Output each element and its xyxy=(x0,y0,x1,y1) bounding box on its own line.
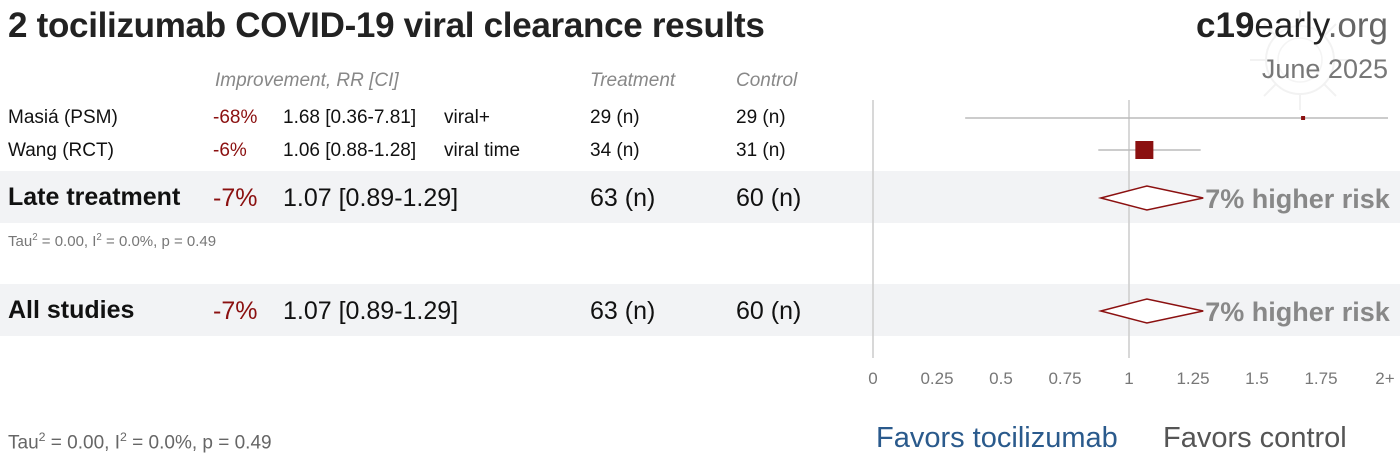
study-improvement: -6% xyxy=(213,140,247,161)
total-control-n: 60 (n) xyxy=(736,297,802,325)
study-outcome: viral+ xyxy=(444,107,490,128)
study-rr-ci: 1.06 [0.88-1.28] xyxy=(283,140,417,161)
x-tick-label: 1 xyxy=(1124,369,1133,388)
date-label: June 2025 xyxy=(1261,54,1388,84)
study-estimate-square xyxy=(1301,116,1306,120)
risk-label: 7% higher risk xyxy=(1205,184,1391,214)
x-tick-label: 0.5 xyxy=(989,369,1013,388)
total-heterogeneity-stats: Tau2 = 0.00, I2 = 0.0%, p = 0.49 xyxy=(8,430,272,454)
pooled-estimate-diamond xyxy=(1097,185,1204,211)
study-name: Masiá (PSM) xyxy=(8,107,118,128)
study-treatment-n: 34 (n) xyxy=(590,140,640,161)
x-tick-label: 0.25 xyxy=(920,369,953,388)
x-tick-label: 1.5 xyxy=(1245,369,1269,388)
risk-label: 7% higher risk xyxy=(1205,297,1391,327)
x-tick-label: 1.25 xyxy=(1176,369,1209,388)
study-outcome: viral time xyxy=(444,140,521,161)
total-treatment-n: 63 (n) xyxy=(590,297,656,325)
header-control: Control xyxy=(736,70,798,91)
favors-treatment-label: Favors tocilizumab xyxy=(876,422,1118,454)
brand-bold: c19 xyxy=(1196,6,1255,45)
subtotal-treatment-n: 63 (n) xyxy=(590,184,656,212)
virus-watermark-icon xyxy=(1250,10,1350,110)
total-improvement: -7% xyxy=(213,297,258,325)
study-control-n: 31 (n) xyxy=(736,140,786,161)
subtotal-rr-ci: 1.07 [0.89-1.29] xyxy=(283,184,459,212)
total-rr-ci: 1.07 [0.89-1.29] xyxy=(283,297,459,325)
subtotal-heterogeneity-stats: Tau2 = 0.00, I2 = 0.0%, p = 0.49 xyxy=(8,232,217,250)
study-treatment-n: 29 (n) xyxy=(590,107,640,128)
x-tick-label: 2+ xyxy=(1375,369,1394,388)
x-tick-label: 0.75 xyxy=(1048,369,1081,388)
x-tick-label: 1.75 xyxy=(1304,369,1337,388)
pooled-estimate-diamond xyxy=(1097,298,1204,324)
brand-mid: early xyxy=(1254,6,1328,45)
study-name: Wang (RCT) xyxy=(8,140,114,161)
study-estimate-square xyxy=(1135,141,1154,159)
total-name: All studies xyxy=(8,296,135,324)
header-treatment: Treatment xyxy=(590,70,676,91)
study-improvement: -68% xyxy=(213,107,258,128)
study-control-n: 29 (n) xyxy=(736,107,786,128)
favors-control-label: Favors control xyxy=(1163,422,1347,454)
x-tick-label: 0 xyxy=(868,369,877,388)
brand-tld: .org xyxy=(1327,6,1388,45)
page-title: 2 tocilizumab COVID-19 viral clearance r… xyxy=(8,6,765,45)
brand-logo: c19early.org xyxy=(1196,6,1388,46)
header-improvement: Improvement, RR [CI] xyxy=(215,70,399,91)
subtotal-control-n: 60 (n) xyxy=(736,184,802,212)
study-rr-ci: 1.68 [0.36-7.81] xyxy=(283,107,417,128)
subtotal-name: Late treatment xyxy=(8,183,181,211)
subtotal-improvement: -7% xyxy=(213,184,258,212)
